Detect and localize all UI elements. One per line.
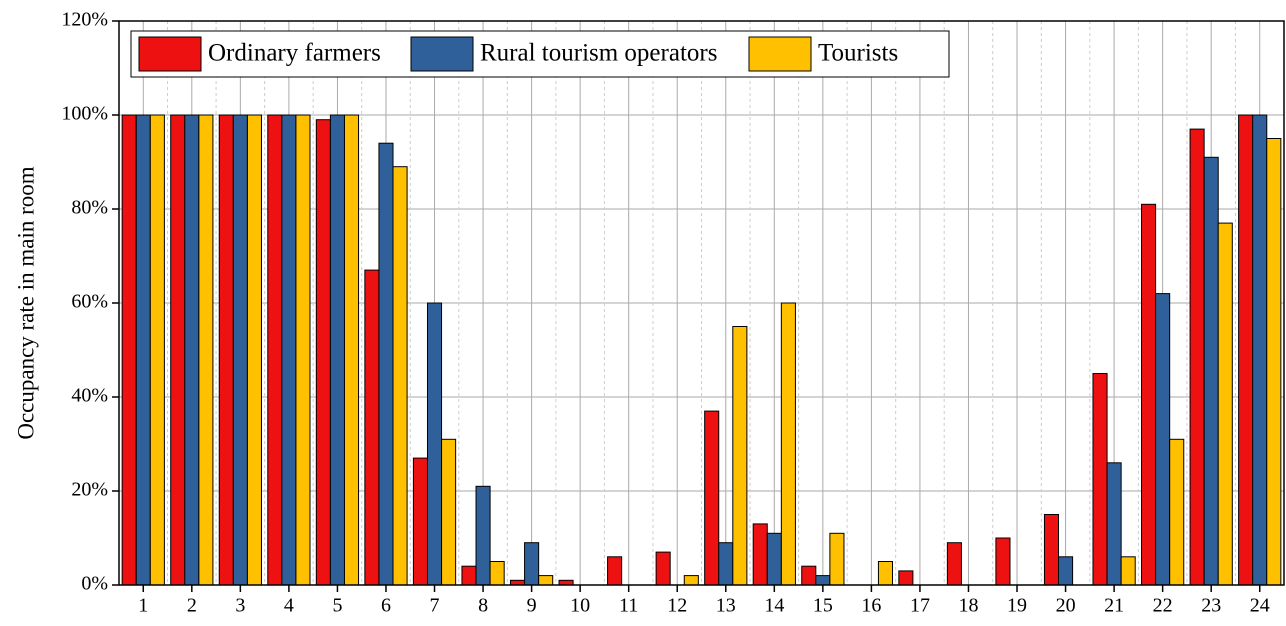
bar (1043, 514, 1060, 586)
bar (267, 114, 283, 586)
y-tick-label: 0% (81, 573, 108, 595)
x-tick-label: 22 (1153, 595, 1173, 617)
bar (995, 537, 1011, 586)
y-tick-label: 20% (71, 479, 108, 501)
bar (766, 532, 782, 586)
bar (295, 114, 311, 586)
bar (246, 114, 262, 586)
x-tick-label: 4 (284, 595, 294, 617)
bar (898, 570, 914, 586)
bar (135, 114, 151, 586)
bar (752, 523, 768, 586)
bar (329, 114, 345, 586)
bar (524, 542, 540, 586)
bar (780, 302, 796, 586)
bar (149, 114, 165, 586)
bar (732, 326, 748, 586)
bar (1252, 114, 1268, 586)
legend-swatch (410, 36, 474, 72)
y-tick-label: 120% (61, 9, 108, 31)
bar (815, 575, 831, 586)
x-tick-label: 15 (813, 595, 833, 617)
bar (426, 302, 443, 586)
bar (461, 565, 477, 586)
bar (829, 532, 845, 586)
x-tick-label: 5 (332, 595, 342, 617)
bar (607, 556, 623, 586)
bar (184, 114, 200, 586)
x-tick-label: 18 (958, 595, 978, 617)
x-tick-label: 1 (138, 595, 148, 617)
bar (683, 575, 699, 586)
bar (315, 119, 331, 586)
plot-frame (118, 20, 1285, 586)
bar (704, 410, 720, 586)
x-tick-label: 14 (764, 595, 784, 617)
bar (1058, 556, 1074, 586)
bar (378, 142, 394, 586)
x-tick-label: 23 (1201, 595, 1221, 617)
x-tick-label: 24 (1250, 595, 1270, 617)
x-tick-label: 13 (716, 595, 736, 617)
bar (1266, 138, 1282, 586)
bar (441, 438, 457, 586)
y-tick-label: 100% (61, 103, 108, 125)
bar (281, 114, 297, 586)
bar (718, 542, 734, 586)
bar (1238, 114, 1254, 586)
x-tick-label: 16 (861, 595, 881, 617)
bar (801, 565, 817, 586)
bar (364, 269, 380, 586)
bar (232, 114, 248, 586)
y-tick-label: 60% (71, 291, 108, 313)
bar (1217, 222, 1233, 586)
bar (877, 561, 894, 586)
bar (1155, 293, 1171, 586)
y-tick-label: 80% (71, 197, 108, 219)
x-tick-label: 7 (430, 595, 440, 617)
bar (1203, 156, 1219, 586)
x-tick-label: 3 (235, 595, 245, 617)
x-tick-label: 8 (478, 595, 488, 617)
bar (170, 114, 186, 586)
legend-label: Ordinary farmers (208, 40, 381, 67)
legend-swatch (138, 36, 202, 72)
bar (412, 457, 428, 586)
bar (218, 114, 234, 586)
legend-swatch (748, 36, 812, 72)
x-tick-label: 19 (1007, 595, 1027, 617)
bar (1092, 373, 1108, 586)
bar (1120, 556, 1136, 586)
x-tick-label: 21 (1104, 595, 1124, 617)
bar (655, 551, 671, 586)
y-axis-label: Occupancy rate in main room (13, 166, 38, 439)
x-tick-label: 10 (570, 595, 590, 617)
x-tick-label: 9 (527, 595, 537, 617)
x-tick-label: 12 (667, 595, 687, 617)
x-tick-label: 11 (619, 595, 638, 617)
legend-label: Rural tourism operators (480, 40, 717, 67)
x-tick-label: 17 (910, 595, 930, 617)
bar (489, 561, 505, 586)
bar (198, 114, 214, 586)
bar (946, 542, 962, 586)
bar (1169, 438, 1185, 586)
bar (121, 114, 137, 586)
bar (475, 485, 491, 586)
bar (1189, 128, 1205, 586)
bar (1106, 462, 1122, 586)
bar (343, 114, 360, 586)
x-tick-label: 20 (1056, 595, 1076, 617)
x-tick-label: 6 (381, 595, 391, 617)
x-tick-label: 2 (187, 595, 197, 617)
legend-box (130, 30, 950, 78)
bar (1141, 203, 1157, 586)
bar (538, 575, 554, 586)
bar (392, 166, 408, 586)
legend-label: Tourists (818, 40, 898, 67)
y-tick-label: 40% (71, 385, 108, 407)
